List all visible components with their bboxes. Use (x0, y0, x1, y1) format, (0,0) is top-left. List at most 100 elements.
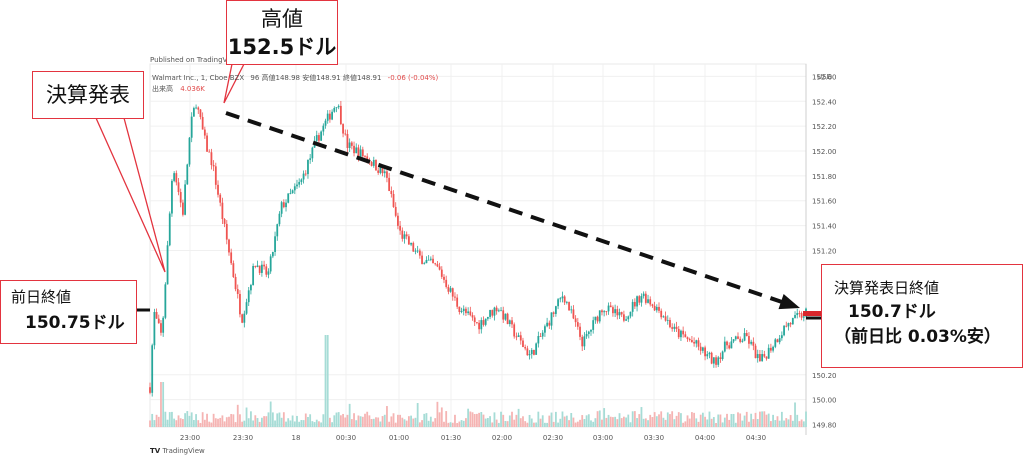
volume-bars (149, 335, 807, 427)
x-axis: 23:00 23:30 18 00:30 01:00 01:30 02:00 02:30 03:… (180, 434, 766, 442)
volume-bar (366, 411, 369, 427)
candle-body (414, 250, 417, 252)
candle-body (267, 271, 270, 275)
volume-bar (778, 420, 781, 427)
candle-body (750, 341, 753, 344)
candle-body (179, 192, 182, 203)
volume-bar (149, 420, 151, 427)
candle-body (638, 296, 641, 303)
ohlc-values: 96 高値148.98 安値148.91 終値148.91 (250, 74, 382, 82)
candle-body (726, 341, 728, 346)
candle-body (379, 166, 382, 173)
candle-body (745, 333, 748, 337)
volume-bar (763, 411, 766, 427)
volume-bar (425, 413, 428, 427)
candle-body (544, 326, 546, 333)
candle-body (486, 316, 489, 319)
volume-bar (535, 422, 538, 427)
volume-bar (541, 415, 544, 427)
candle-body (583, 336, 586, 347)
candle-body (787, 323, 790, 327)
volume-bar (513, 419, 516, 427)
volume-bar (787, 419, 790, 427)
volume-bar (594, 418, 597, 427)
volume-bar (412, 418, 415, 427)
candle-body (392, 193, 395, 207)
volume-bar (563, 416, 566, 427)
volume-bar (311, 421, 314, 427)
volume-bar (522, 416, 524, 427)
candle-body (478, 322, 480, 330)
candle-body (669, 320, 671, 328)
volume-bar (390, 416, 393, 427)
candle-body (274, 236, 276, 253)
volume-bar (576, 421, 579, 427)
volume-bar (748, 421, 750, 427)
candle-body (526, 348, 529, 356)
candle-body (798, 313, 801, 314)
volume-bar (701, 412, 704, 427)
candle-body (298, 181, 301, 185)
volume-bar (230, 413, 233, 427)
volume-bar (717, 414, 720, 427)
y-tick-label: 152.00 (812, 148, 837, 156)
plot-frame (149, 63, 807, 428)
candle-body (524, 347, 527, 349)
candle-body (329, 113, 331, 120)
volume-bar (403, 419, 406, 427)
volume-bar (247, 418, 250, 427)
candle-body (232, 263, 235, 277)
candle-body (182, 202, 184, 215)
candle-body (250, 285, 252, 291)
volume-bar (454, 414, 456, 427)
candle-body (802, 316, 805, 318)
volume-bar (339, 415, 342, 427)
candle-body (601, 310, 603, 313)
volume-bar (515, 414, 518, 427)
candle-body (592, 320, 595, 330)
candle-body (346, 134, 349, 148)
candle-body (671, 327, 674, 329)
volume-bar (796, 414, 799, 427)
candle-body (423, 263, 426, 264)
volume-bar (719, 414, 722, 427)
candle-body (636, 296, 638, 307)
candle-body (493, 307, 496, 316)
candle-body (467, 311, 470, 314)
candle-body (631, 301, 634, 312)
candle-body (517, 335, 520, 338)
candle-body (243, 313, 246, 323)
volume-bar (750, 413, 753, 427)
volume-bar (557, 422, 559, 427)
candle-body (682, 330, 685, 335)
candle-body (789, 323, 792, 325)
candle-body (504, 313, 507, 320)
volume-bar (780, 411, 783, 427)
volume-bar (627, 414, 630, 427)
volume-bar (241, 421, 244, 427)
volume-bar (666, 412, 669, 427)
candle-body (759, 354, 761, 362)
candle-body (221, 202, 224, 220)
volume-bar (276, 413, 279, 427)
x-tick-label: 01:00 (389, 434, 409, 442)
candle-body (190, 116, 193, 138)
candle-body (456, 297, 459, 307)
tradingview-footer-label: TradingView (162, 447, 205, 455)
volume-bar (164, 411, 167, 427)
volume-bar (544, 422, 546, 427)
volume-bar (524, 421, 527, 427)
candle-body (432, 258, 434, 264)
volume-bar (647, 420, 649, 427)
volume-bar (315, 419, 318, 427)
volume-bar (239, 414, 241, 427)
volume-bar (653, 412, 656, 427)
candle-body (359, 149, 362, 158)
candle-body (173, 173, 176, 181)
volume-bar (734, 422, 737, 427)
volume-bar (568, 420, 570, 427)
candle-body (366, 156, 369, 161)
volume-bar (175, 420, 178, 427)
candle-body (594, 316, 597, 321)
candle-body (315, 135, 318, 141)
